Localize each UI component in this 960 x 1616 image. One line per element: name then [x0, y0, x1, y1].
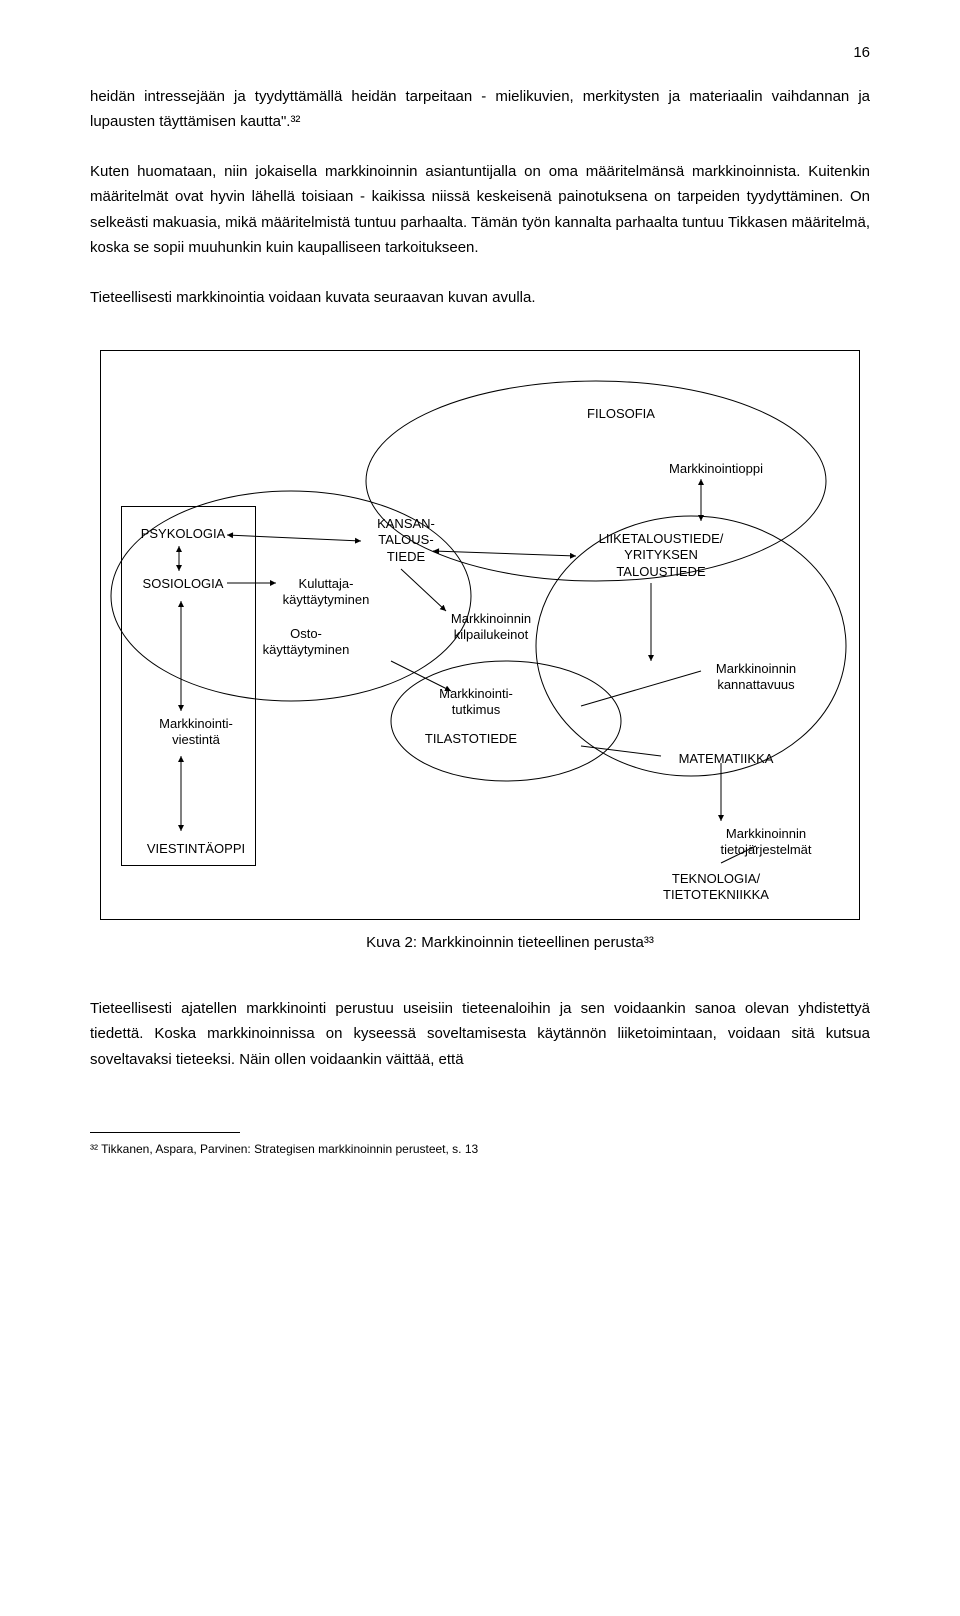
figure-caption: Kuva 2: Markkinoinnin tieteellinen perus… — [150, 930, 870, 956]
footnote-32: ³² Tikkanen, Aspara, Parvinen: Strategis… — [90, 1139, 870, 1159]
paragraph-2: Kuten huomataan, niin jokaisella markkin… — [90, 159, 870, 261]
diagram-label-matematiikka: MATEMATIIKKA — [661, 751, 791, 767]
diagram-label-markkinoinnin_kilpailukeinot: Markkinoinninkilpailukeinot — [436, 611, 546, 644]
diagram-container: FILOSOFIA Markkinointioppi PSYKOLOGIA SOSIO… — [90, 350, 870, 956]
diagram: FILOSOFIA Markkinointioppi PSYKOLOGIA SOSIO… — [100, 350, 860, 920]
diagram-label-liiketaloustiede: LIIKETALOUSTIEDE/YRITYKSENTALOUSTIEDE — [581, 531, 741, 580]
diagram-label-teknologia: TEKNOLOGIA/TIETOTEKNIIKKA — [641, 871, 791, 904]
diagram-label-filosofia: FILOSOFIA — [561, 406, 681, 422]
diagram-label-psykologia: PSYKOLOGIA — [133, 526, 233, 542]
diagram-label-kansantaloustiede: KANSAN-TALOUS-TIEDE — [366, 516, 446, 565]
diagram-label-kuluttajakayttaytyminen: Kuluttaja-käyttäytyminen — [276, 576, 376, 609]
diagram-label-tilastotiede: TILASTOTIEDE — [411, 731, 531, 747]
diagram-label-viestintaoppi: VIESTINTÄOPPI — [131, 841, 261, 857]
diagram-label-markkinointitutkimus: Markkinointi-tutkimus — [421, 686, 531, 719]
diagram-label-ostokayttaytyminen: Osto-käyttäytyminen — [251, 626, 361, 659]
paragraph-3: Tieteellisesti markkinointia voidaan kuv… — [90, 285, 870, 311]
diagram-rect — [121, 506, 256, 866]
diagram-label-sosiologia: SOSIOLOGIA — [133, 576, 233, 592]
paragraph-1: heidän intressejään ja tyydyttämällä hei… — [90, 84, 870, 135]
diagram-label-markkinoinnin_tietojarjestelmat: Markkinoinnintietojärjestelmät — [701, 826, 831, 859]
page-number: 16 — [90, 40, 870, 66]
diagram-label-markkinointioppi: Markkinointioppi — [651, 461, 781, 477]
diagram-label-markkinoinnin_kannattavuus: Markkinoinninkannattavuus — [701, 661, 811, 694]
paragraph-4: Tieteellisesti ajatellen markkinointi pe… — [90, 996, 870, 1073]
diagram-label-markkinointiviestinta: Markkinointi-viestintä — [141, 716, 251, 749]
footnote-rule — [90, 1132, 240, 1133]
